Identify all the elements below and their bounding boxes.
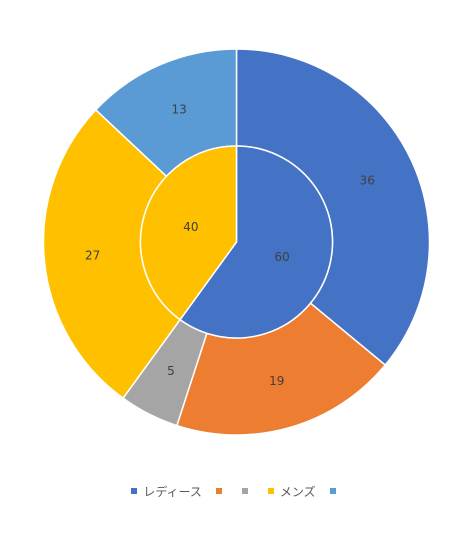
legend-item-4 [329,488,342,494]
legend-label-0: レディース [143,484,202,499]
outer-slice-4-value-label: 13 [171,102,186,116]
legend-swatch-4 [329,488,336,494]
legend-swatch-1 [215,488,222,494]
inner-slice-0 [179,145,334,339]
legend-swatch-3 [267,488,274,494]
outer-slice-2-value-label: 5 [167,364,175,378]
outer-slice-0-value-label: 36 [360,173,375,187]
outer-slice-3-value-label: 27 [85,249,100,263]
legend-swatch-0 [131,488,138,494]
legend: レディース メンズ [0,482,473,500]
inner-slice-1-value-label: 40 [183,220,198,234]
legend-item-3: メンズ [267,483,316,500]
legend-swatch-2 [241,488,248,494]
legend-item-1 [215,488,228,494]
legend-label-3: メンズ [279,484,316,499]
outer-slice-1-value-label: 19 [269,374,284,388]
legend-item-0: レディース [131,483,202,500]
inner-slice-0-value-label: 60 [275,250,290,264]
inner-slice-1 [139,145,238,321]
legend-item-2 [241,488,254,494]
